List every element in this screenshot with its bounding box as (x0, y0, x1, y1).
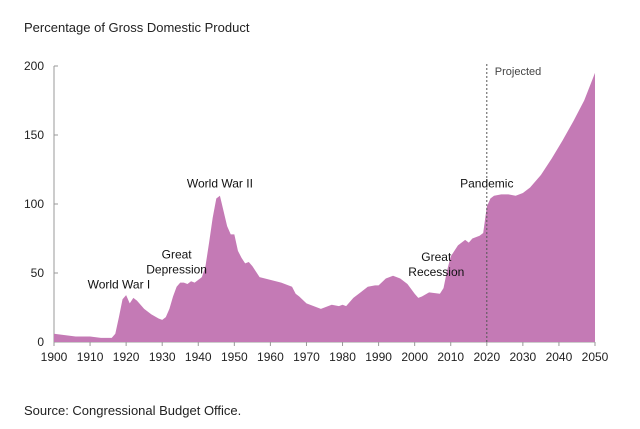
x-tick-label: 2030 (510, 350, 537, 364)
x-tick-label: 2010 (437, 350, 464, 364)
annotation-label: Pandemic (460, 177, 513, 191)
annotation-label: Great Depression (146, 247, 207, 276)
x-tick-label: 1960 (257, 350, 284, 364)
x-tick-label: 1980 (329, 350, 356, 364)
x-tick-label: 2050 (582, 350, 609, 364)
y-axis: 0 50 100 150 200 (24, 59, 58, 349)
y-tick-label: 100 (24, 197, 44, 211)
x-tick-label: 1910 (77, 350, 104, 364)
x-tick-label: 1970 (293, 350, 320, 364)
y-tick-label: 150 (24, 128, 44, 142)
source-note: Source: Congressional Budget Office. (24, 403, 241, 418)
y-tick-label: 50 (31, 266, 45, 280)
annotation-label: World War II (187, 177, 253, 191)
projection-label: Projected (495, 66, 541, 78)
x-axis: 1900 1910 1920 1930 1940 1950 1960 1970 1980 1990… (41, 341, 609, 364)
x-tick-label: 2040 (546, 350, 573, 364)
x-tick-label: 1940 (185, 350, 212, 364)
x-tick-label: 2020 (473, 350, 500, 364)
annotation-label: Great Recession (408, 250, 464, 279)
annotation-label: World War I (88, 277, 151, 291)
x-tick-label: 2000 (401, 350, 428, 364)
x-tick-label: 1930 (149, 350, 176, 364)
x-tick-label: 1950 (221, 350, 248, 364)
y-tick-label: 200 (24, 59, 44, 73)
debt-area (54, 72, 595, 343)
y-axis-title: Percentage of Gross Domestic Product (24, 20, 250, 35)
x-tick-label: 1990 (365, 350, 392, 364)
x-tick-label: 1920 (113, 350, 140, 364)
x-tick-label: 1900 (41, 350, 68, 364)
y-tick-label: 0 (37, 335, 44, 349)
